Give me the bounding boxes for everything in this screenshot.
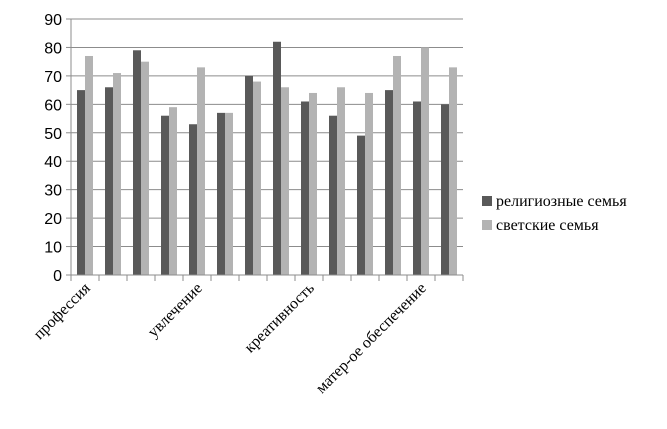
x-category-label: профессия: [30, 279, 94, 343]
bar-religious: [301, 101, 309, 275]
y-tick-label: 90: [44, 12, 62, 29]
y-tick-label: 0: [53, 268, 62, 285]
bar-secular: [337, 87, 345, 276]
y-axis-ticks: 0 10 20 30 40 50 60 70 80 90: [44, 12, 71, 285]
bar-religious: [441, 104, 449, 275]
bar-secular: [309, 92, 317, 275]
y-tick-label: 40: [44, 154, 62, 171]
x-category-label: креативность: [241, 280, 318, 357]
bar-religious: [273, 41, 281, 275]
legend: религиозные семья светские семья: [482, 193, 627, 234]
legend-label: светские семья: [496, 217, 599, 234]
y-tick-label: 70: [44, 69, 62, 86]
bar-religious: [105, 87, 113, 276]
bar-secular: [365, 92, 373, 275]
bar-religious: [133, 50, 141, 276]
bar-religious: [245, 75, 253, 275]
axes: [70, 19, 464, 281]
bar-secular: [449, 67, 457, 275]
y-tick-label: 30: [44, 183, 62, 200]
bar-religious: [77, 90, 85, 275]
bar-religious: [329, 115, 337, 275]
bar-secular: [85, 55, 93, 275]
bar-secular: [281, 87, 289, 276]
bar-secular: [253, 81, 261, 275]
bar-religious: [161, 115, 169, 275]
y-tick-label: 60: [44, 97, 62, 114]
legend-label: религиозные семья: [496, 193, 627, 210]
bar-secular: [197, 67, 205, 275]
x-category-label: увлечение: [145, 280, 206, 341]
x-category-label: матер-ое обеспечение: [313, 280, 430, 397]
bar-secular: [393, 55, 401, 275]
bar-secular: [225, 112, 233, 275]
bars: [77, 41, 457, 276]
bar-religious: [217, 112, 225, 275]
bar-secular: [169, 107, 177, 275]
y-tick-label: 10: [44, 240, 62, 257]
bar-religious: [413, 101, 421, 275]
gridlines: [71, 18, 463, 276]
bar-religious: [357, 135, 365, 275]
bar-religious: [189, 124, 197, 275]
y-tick-label: 50: [44, 126, 62, 143]
bar-secular: [141, 61, 149, 275]
bar-secular: [113, 73, 121, 276]
bar-secular: [421, 47, 429, 275]
legend-swatch: [482, 220, 492, 230]
y-tick-label: 20: [44, 211, 62, 228]
y-tick-label: 80: [44, 40, 62, 57]
legend-swatch: [482, 196, 492, 206]
bar-religious: [385, 90, 393, 275]
